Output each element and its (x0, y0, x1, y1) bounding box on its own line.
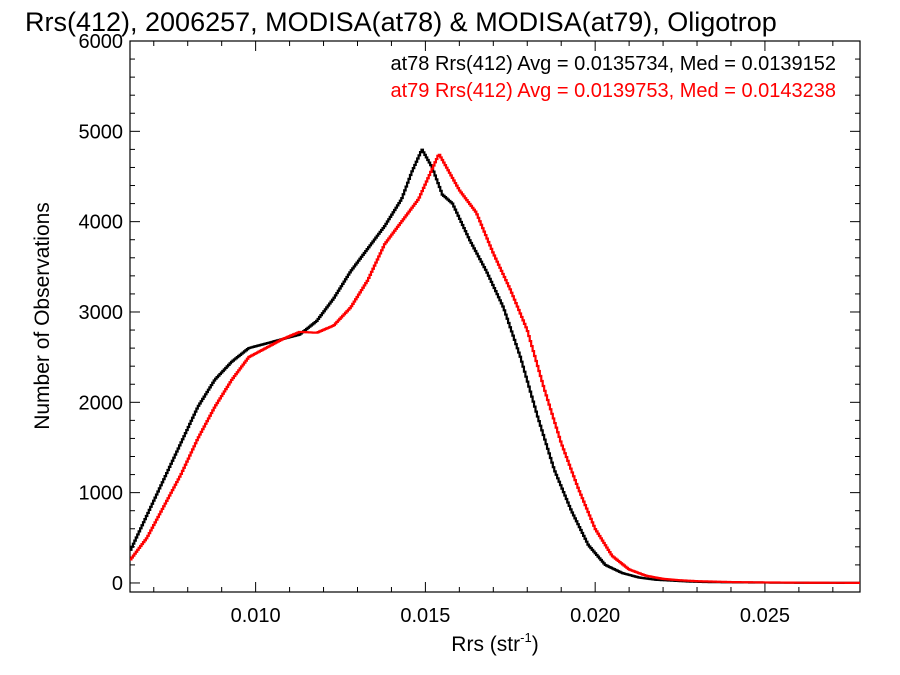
x-axis-label: Rrs (str-1) (451, 630, 538, 656)
x-tick-label: 0.025 (740, 605, 790, 627)
x-tick-label: 0.015 (400, 605, 450, 627)
y-tick-label: 2000 (79, 392, 124, 414)
y-axis-label: Number of Observations (31, 202, 54, 430)
y-tick-label: 5000 (79, 121, 124, 143)
x-axis-ticks: 0.010 0.015 0.020 0.025 (153, 41, 834, 627)
y-tick-label: 6000 (79, 31, 124, 53)
chart-title: Rrs(412), 2006257, MODISA(at78) & MODISA… (25, 7, 777, 37)
y-tick-label: 1000 (79, 483, 124, 505)
x-axis-label-tail: ) (532, 633, 539, 656)
legend-entry-at78: at78 Rrs(412) Avg = 0.0135734, Med = 0.0… (390, 53, 836, 75)
x-tick-label: 0.020 (570, 605, 620, 627)
y-tick-label: 3000 (79, 302, 124, 324)
y-tick-label: 0 (112, 573, 123, 595)
x-axis-label-main: Rrs (str (451, 633, 520, 656)
series-layer (130, 148, 860, 584)
legend-entry-at79: at79 Rrs(412) Avg = 0.0139753, Med = 0.0… (390, 80, 836, 102)
plot-frame (129, 40, 861, 593)
series-line-1 (130, 153, 860, 584)
y-tick-label: 4000 (79, 212, 124, 234)
x-tick-label: 0.010 (231, 605, 281, 627)
x-axis-label-superscript: -1 (520, 630, 532, 645)
y-axis-ticks: 0 1000 2000 3000 4000 5000 6000 (79, 31, 860, 595)
series-line-0 (130, 148, 860, 584)
